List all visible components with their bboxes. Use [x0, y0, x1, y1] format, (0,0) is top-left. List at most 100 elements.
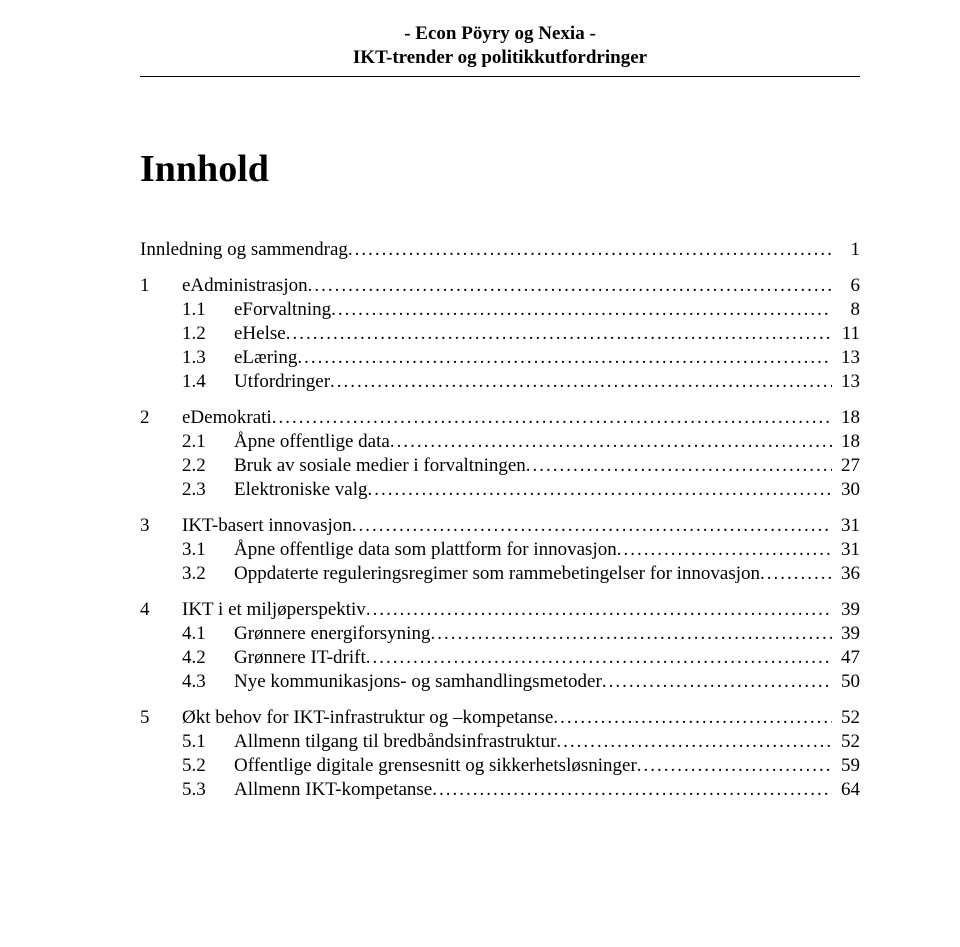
toc-leader: [308, 275, 832, 297]
toc-page: 52: [832, 731, 860, 753]
toc-leader: [330, 371, 832, 393]
toc-label: Grønnere energiforsyning: [234, 623, 430, 645]
toc-leader: [760, 563, 832, 585]
toc-label: eDemokrati: [182, 407, 272, 429]
toc-leader: [637, 755, 832, 777]
toc-page: 18: [832, 431, 860, 453]
toc-entry: 1 eAdministrasjon 6: [140, 275, 860, 297]
toc-number: 3: [140, 515, 182, 537]
page-title: Innhold: [140, 147, 860, 191]
toc-page: 31: [832, 515, 860, 537]
toc-leader: [602, 671, 832, 693]
toc-entry: 2.2 Bruk av sosiale medier i forvaltning…: [140, 455, 860, 477]
toc-leader: [297, 347, 832, 369]
toc-leader: [352, 515, 832, 537]
toc-leader: [331, 299, 832, 321]
running-header: - Econ Pöyry og Nexia - IKT-trender og p…: [140, 22, 860, 70]
toc-entry: 3.1 Åpne offentlige data som plattform f…: [140, 539, 860, 561]
toc-number: 1: [140, 275, 182, 297]
toc-leader: [272, 407, 832, 429]
toc-page: 11: [832, 323, 860, 345]
toc-page: 52: [832, 707, 860, 729]
toc-entry: 4.3 Nye kommunikasjons- og samhandlingsm…: [140, 671, 860, 693]
toc-leader: [366, 599, 832, 621]
toc-entry: 3 IKT-basert innovasjon 31: [140, 515, 860, 537]
toc-label: Allmenn tilgang til bredbåndsinfrastrukt…: [234, 731, 556, 753]
toc-number: 2: [140, 407, 182, 429]
toc-number: 5.3: [182, 779, 234, 801]
toc-label: IKT-basert innovasjon: [182, 515, 352, 537]
toc-label: Oppdaterte reguleringsregimer som rammeb…: [234, 563, 760, 585]
toc-number: 5: [140, 707, 182, 729]
toc-label: Grønnere IT-drift: [234, 647, 366, 669]
toc-number: 5.1: [182, 731, 234, 753]
toc-group: 4 IKT i et miljøperspektiv 39 4.1 Grønne…: [140, 599, 860, 693]
toc-number: 2.1: [182, 431, 234, 453]
toc-entry: 1.2 eHelse 11: [140, 323, 860, 345]
toc-page: 30: [832, 479, 860, 501]
toc-leader: [432, 779, 832, 801]
toc-number: 4.3: [182, 671, 234, 693]
toc-page: 36: [832, 563, 860, 585]
toc-number: 4.2: [182, 647, 234, 669]
document-page: - Econ Pöyry og Nexia - IKT-trender og p…: [0, 0, 960, 947]
toc-entry: 4.2 Grønnere IT-drift 47: [140, 647, 860, 669]
toc-label: eForvaltning: [234, 299, 331, 321]
toc-page: 59: [832, 755, 860, 777]
toc-entry: 3.2 Oppdaterte reguleringsregimer som ra…: [140, 563, 860, 585]
toc-entry: 1.4 Utfordringer 13: [140, 371, 860, 393]
toc-number: 3.1: [182, 539, 234, 561]
header-line-1: - Econ Pöyry og Nexia -: [140, 22, 860, 46]
toc-page: 39: [832, 623, 860, 645]
toc-page: 13: [832, 347, 860, 369]
toc-number: 5.2: [182, 755, 234, 777]
toc-entry: 2.1 Åpne offentlige data 18: [140, 431, 860, 453]
toc-label: Åpne offentlige data: [234, 431, 390, 453]
toc-entry: 5.2 Offentlige digitale grensesnitt og s…: [140, 755, 860, 777]
toc-leader: [526, 455, 832, 477]
toc-entry: 2 eDemokrati 18: [140, 407, 860, 429]
toc-label: Innledning og sammendrag: [140, 239, 348, 261]
toc-group: 5 Økt behov for IKT-infrastruktur og –ko…: [140, 707, 860, 801]
toc-page: 31: [832, 539, 860, 561]
toc-leader: [553, 707, 832, 729]
toc-page: 64: [832, 779, 860, 801]
header-line-2: IKT-trender og politikkutfordringer: [140, 46, 860, 70]
toc-page: 1: [832, 239, 860, 261]
toc-label: eAdministrasjon: [182, 275, 308, 297]
toc-group: 1 eAdministrasjon 6 1.1 eForvaltning 8 1…: [140, 275, 860, 393]
toc-leader: [556, 731, 832, 753]
toc-number: 4: [140, 599, 182, 621]
toc-leader: [366, 647, 832, 669]
toc-leader: [348, 239, 832, 261]
toc-entry: 4 IKT i et miljøperspektiv 39: [140, 599, 860, 621]
toc-leader: [390, 431, 832, 453]
toc-group-intro: Innledning og sammendrag 1: [140, 239, 860, 261]
toc-entry: 2.3 Elektroniske valg 30: [140, 479, 860, 501]
toc-entry: 1.1 eForvaltning 8: [140, 299, 860, 321]
toc-leader: [430, 623, 832, 645]
toc-leader: [368, 479, 833, 501]
toc-label: Allmenn IKT-kompetanse: [234, 779, 432, 801]
toc-entry: 1.3 eLæring 13: [140, 347, 860, 369]
toc-label: Bruk av sosiale medier i forvaltningen: [234, 455, 526, 477]
toc-label: Økt behov for IKT-infrastruktur og –komp…: [182, 707, 553, 729]
toc-label: eHelse: [234, 323, 286, 345]
toc-group: 2 eDemokrati 18 2.1 Åpne offentlige data…: [140, 407, 860, 501]
toc-number: 2.3: [182, 479, 234, 501]
table-of-contents: Innledning og sammendrag 1 1 eAdministra…: [140, 239, 860, 801]
toc-entry: 5 Økt behov for IKT-infrastruktur og –ko…: [140, 707, 860, 729]
toc-leader: [286, 323, 832, 345]
toc-label: Åpne offentlige data som plattform for i…: [234, 539, 617, 561]
toc-leader: [617, 539, 832, 561]
toc-page: 47: [832, 647, 860, 669]
toc-label: Elektroniske valg: [234, 479, 368, 501]
toc-page: 18: [832, 407, 860, 429]
toc-label: IKT i et miljøperspektiv: [182, 599, 366, 621]
toc-number: 1.4: [182, 371, 234, 393]
toc-number: 3.2: [182, 563, 234, 585]
toc-page: 39: [832, 599, 860, 621]
toc-page: 27: [832, 455, 860, 477]
toc-group: 3 IKT-basert innovasjon 31 3.1 Åpne offe…: [140, 515, 860, 585]
toc-page: 50: [832, 671, 860, 693]
